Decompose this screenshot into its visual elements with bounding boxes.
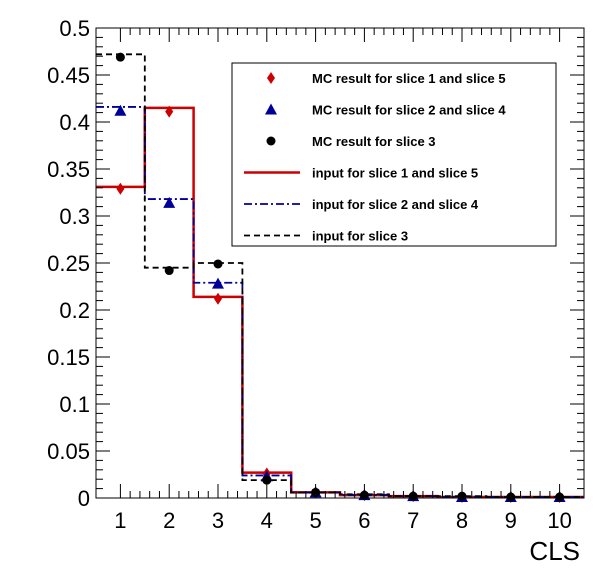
y-tick-label: 0.2 bbox=[59, 298, 90, 323]
legend-marker-diamond bbox=[267, 72, 275, 84]
marker-circle bbox=[164, 266, 174, 276]
y-tick-label: 0.4 bbox=[59, 110, 90, 135]
marker-circle bbox=[213, 259, 223, 269]
x-axis-title: CLS bbox=[529, 536, 580, 566]
y-tick-label: 0.45 bbox=[47, 63, 90, 88]
y-tick-label: 0.15 bbox=[47, 345, 90, 370]
legend-label: input for slice 2 and slice 4 bbox=[312, 197, 479, 212]
legend: MC result for slice 1 and slice 5 MC resu… bbox=[231, 62, 557, 247]
legend-marker-circle bbox=[266, 136, 276, 146]
x-tick-label: 2 bbox=[163, 508, 175, 533]
marker-circle bbox=[115, 52, 125, 62]
marker-triangle bbox=[114, 104, 127, 116]
legend-label: MC result for slice 3 bbox=[312, 134, 436, 149]
x-tick-label: 9 bbox=[505, 508, 517, 533]
marker-diamond bbox=[116, 182, 125, 195]
axes: 1 2 3 4 5 6 7 8 9 10 0 0.05 0.1 0.15 0.2 0.25 0.3 0.35 0.4… bbox=[47, 16, 584, 533]
x-tick-label: 1 bbox=[114, 508, 126, 533]
legend-label: MC result for slice 2 and slice 4 bbox=[312, 103, 506, 118]
marker-triangle bbox=[163, 196, 176, 208]
marker-circle bbox=[262, 475, 272, 485]
x-tick-label: 4 bbox=[261, 508, 273, 533]
y-tick-label: 0.1 bbox=[59, 392, 90, 417]
legend-marker-triangle bbox=[265, 103, 277, 115]
step-line-dashdot bbox=[96, 106, 584, 498]
y-tick-label: 0.35 bbox=[47, 157, 90, 182]
step-line-dashed bbox=[96, 53, 584, 498]
y-tick-label: 0.25 bbox=[47, 251, 90, 276]
y-tick-label: 0.05 bbox=[47, 439, 90, 464]
marker-diamond bbox=[214, 292, 222, 305]
y-tick-label: 0.5 bbox=[59, 16, 90, 41]
legend-entries: MC result for slice 1 and slice 5 MC resu… bbox=[244, 71, 506, 244]
y-tick-label: 0.3 bbox=[59, 204, 90, 229]
x-tick-label: 8 bbox=[456, 508, 468, 533]
x-tick-label: 7 bbox=[407, 508, 419, 533]
marker-triangle bbox=[212, 277, 224, 289]
legend-box bbox=[231, 62, 557, 247]
marker-diamond bbox=[165, 105, 174, 118]
legend-label: input for slice 1 and slice 5 bbox=[312, 166, 478, 181]
x-tick-label: 3 bbox=[212, 508, 224, 533]
x-tick-label: 6 bbox=[358, 508, 370, 533]
y-tick-label: 0 bbox=[78, 486, 90, 511]
x-tick-label: 10 bbox=[547, 508, 571, 533]
legend-label: input for slice 3 bbox=[312, 229, 408, 244]
legend-label: MC result for slice 1 and slice 5 bbox=[312, 71, 506, 86]
x-tick-label: 5 bbox=[309, 508, 321, 533]
